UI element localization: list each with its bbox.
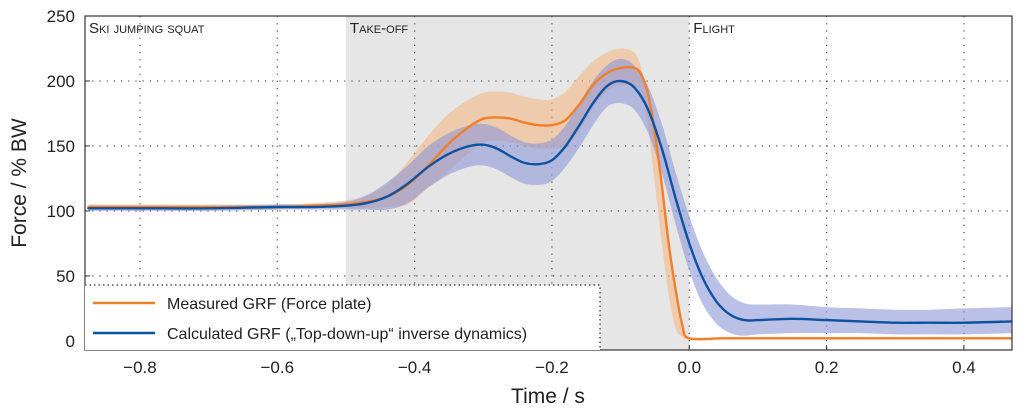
- series-band-0: [88, 48, 1012, 340]
- legend-box: [85, 285, 600, 350]
- legend-border: [85, 284, 601, 350]
- y-tick-label: 50: [56, 267, 75, 286]
- x-tick-label: −0.8: [123, 358, 157, 377]
- x-tick-label: −0.4: [398, 358, 432, 377]
- phase-label-1: TAKE-OFF: [350, 20, 409, 37]
- x-axis-title: Time / s: [511, 385, 585, 408]
- series-line-1: [87, 79, 1012, 324]
- x-tick-label: 0.4: [952, 358, 976, 377]
- y-tick-label: 200: [47, 72, 75, 91]
- series-line-0: [87, 66, 1012, 341]
- y-tick-label: 100: [47, 202, 75, 221]
- y-tick-label: 0: [66, 332, 75, 351]
- x-tick-label: 0.0: [677, 358, 701, 377]
- x-tick-label: −0.2: [535, 358, 569, 377]
- legend-label-0: Measured GRF (Force plate): [167, 296, 372, 313]
- y-tick-label: 250: [47, 7, 75, 26]
- x-tick-label: 0.2: [815, 358, 839, 377]
- phase-label-0: SKI JUMPING SQUAT: [89, 20, 205, 37]
- legend-label-1: Calculated GRF („Top-down-up“ inverse dy…: [167, 326, 527, 343]
- y-axis-title: Force / % BW: [8, 118, 31, 248]
- y-tick-label: 150: [47, 137, 75, 156]
- phase-label-2: FLIGHT: [693, 20, 735, 37]
- x-tick-label: −0.6: [260, 358, 294, 377]
